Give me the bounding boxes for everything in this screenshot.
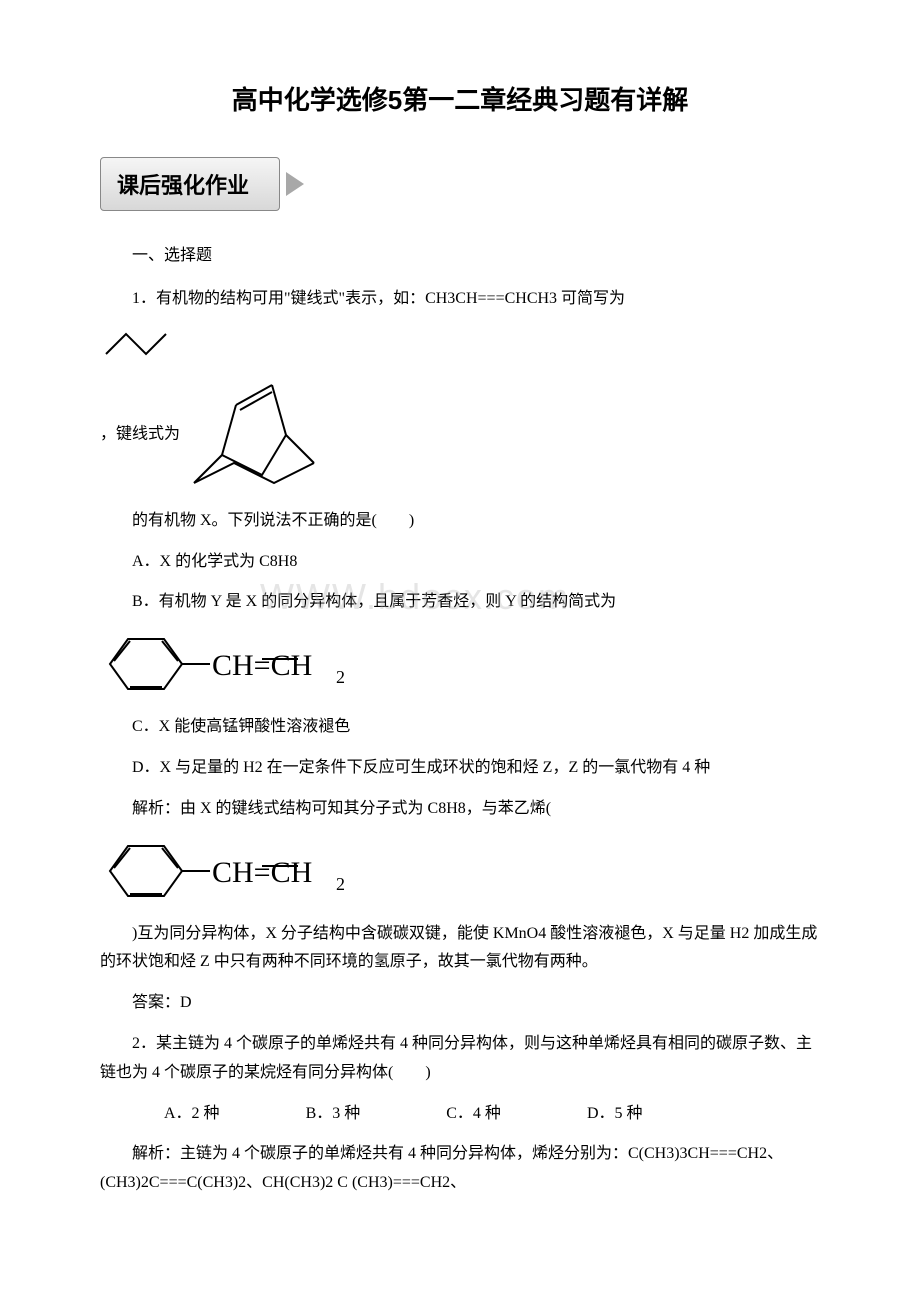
benzene-vinyl-structure-b-icon: CH=CH 2 (100, 629, 420, 699)
q2-stem: 2．某主链为 4 个碳原子的单烯烃共有 4 种同分异构体，则与这种单烯烃具有相同… (100, 1030, 820, 1088)
q1-option-b: B．有机物 Y 是 X 的同分异构体，且属于芳香烃，则 Y 的结构简式为 (100, 588, 820, 617)
q2-analysis: 解析：主链为 4 个碳原子的单烯烃共有 4 种同分异构体，烯烃分别为：C(CH3… (100, 1140, 820, 1198)
page-title: 高中化学选修5第一二章经典习题有详解 (100, 80, 820, 117)
q2-option-c: C．4 种 (414, 1100, 501, 1129)
svg-text:CH=CH: CH=CH (212, 649, 312, 682)
q2-options-row: A．2 种 B．3 种 C．4 种 D．5 种 (100, 1100, 820, 1129)
q1-option-c: C．X 能使高锰钾酸性溶液褪色 (100, 713, 820, 742)
section-heading: 一、选择题 (100, 241, 820, 265)
q1-mid2: 的有机物 X。下列说法不正确的是( ) (100, 507, 820, 536)
homework-banner: 课后强化作业 (100, 157, 280, 211)
svg-text:2: 2 (336, 667, 345, 687)
benzene-vinyl-structure-analysis-icon: CH=CH 2 (100, 836, 420, 906)
q2-option-b: B．3 种 (274, 1100, 361, 1129)
q2-option-a: A．2 种 (132, 1100, 220, 1129)
q1-option-d: D．X 与足量的 H2 在一定条件下反应可生成环状的饱和烃 Z，Z 的一氯代物有… (100, 754, 820, 783)
zigzag-structure-icon (100, 326, 180, 361)
q1-analysis-2: )互为同分异构体，X 分子结构中含碳碳双键，能使 KMnO4 酸性溶液褪色，X … (100, 920, 820, 978)
q1-stem: 1．有机物的结构可用"键线式"表示，如：CH3CH===CHCH3 可简写为 (100, 285, 820, 314)
svg-text:2: 2 (336, 874, 345, 894)
q1-mid1-text: ，键线式为 (100, 425, 180, 442)
svg-text:CH=CH: CH=CH (212, 856, 312, 889)
q1-option-a: A．X 的化学式为 C8H8 (100, 548, 820, 577)
bicyclic-structure-icon (184, 375, 324, 495)
q1-mid1-line: ，键线式为 (100, 375, 820, 495)
q1-stem-text: 1．有机物的结构可用"键线式"表示，如：CH3CH===CHCH3 可简写为 (132, 290, 625, 307)
q1-analysis-1: 解析：由 X 的键线式结构可知其分子式为 C8H8，与苯乙烯( (100, 795, 820, 824)
q1-answer: 答案：D (100, 989, 820, 1018)
q2-option-d: D．5 种 (555, 1100, 643, 1129)
